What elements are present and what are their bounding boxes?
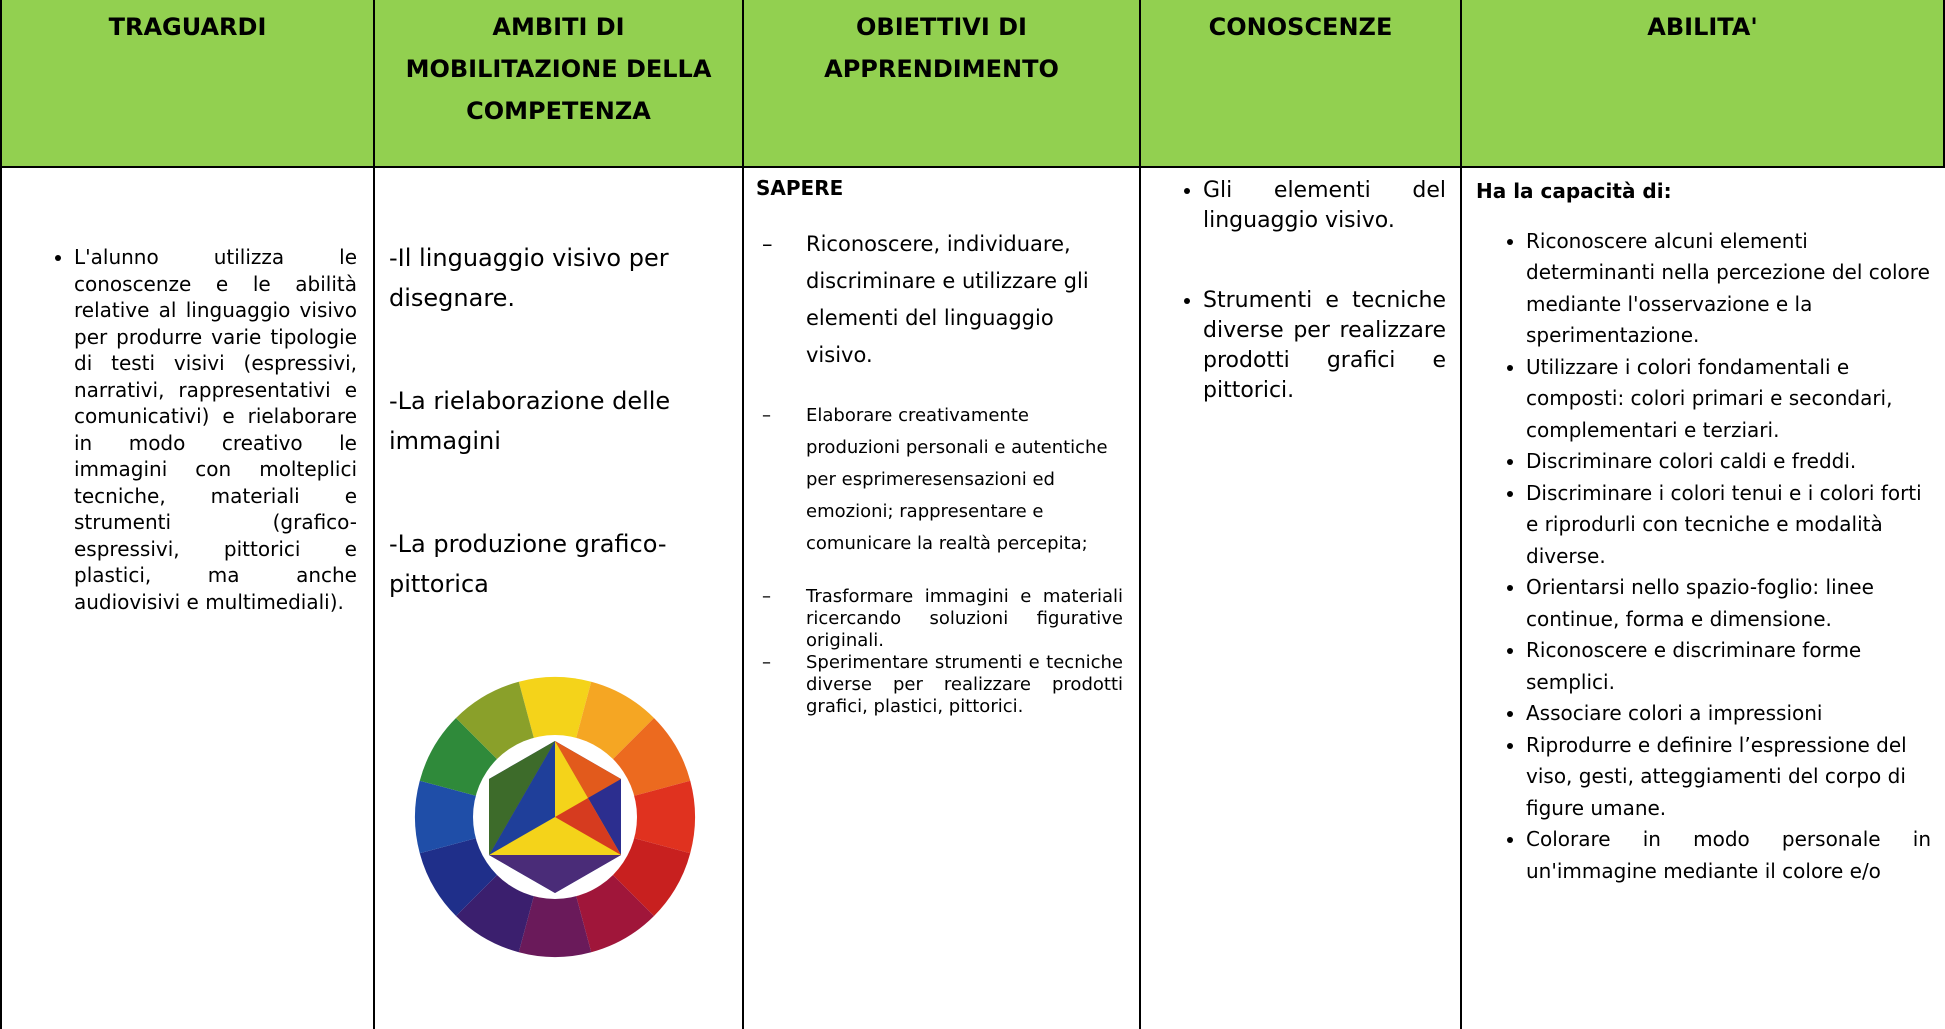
conoscenze-cell: Gli elementi del linguaggio visivo. Strum… (1141, 168, 1462, 1029)
item: Riconoscere, individuare, discriminare e… (762, 226, 1123, 374)
item: Riconoscere e discriminare forme semplic… (1526, 635, 1931, 698)
header-text: AMBITI DI MOBILITAZIONE DELLA COMPETENZA (405, 13, 712, 125)
item: Strumenti e tecniche diverse per realizz… (1203, 286, 1446, 406)
item: Discriminare i colori tenui e i colori f… (1526, 478, 1931, 573)
item: Trasformare immagini e materiali ricerca… (762, 586, 1123, 652)
item: Riconoscere alcuni elementi determinanti… (1526, 226, 1931, 352)
color-wheel (415, 677, 695, 957)
item: Colorare in modo personale in un'immagin… (1526, 824, 1931, 887)
item: Sperimentare strumenti e tecniche divers… (762, 652, 1123, 718)
item: -La produzione grafico-pittorica (389, 530, 667, 598)
item: Orientarsi nello spazio-foglio: linee co… (1526, 572, 1931, 635)
heading: SAPERE (756, 176, 844, 200)
list: Gli elementi del linguaggio visivo. Strum… (1203, 176, 1446, 406)
item: -La rielaborazione delle immagini (389, 387, 671, 455)
header-cell: OBIETTIVI DI APPRENDIMENTO (744, 0, 1141, 168)
header-text: CONOSCENZE (1208, 13, 1393, 41)
abilita-cell: Ha la capacità di: Riconoscere alcuni el… (1462, 168, 1945, 1029)
item: Utilizzare i colori fondamentali e compo… (1526, 352, 1931, 447)
list: Riconoscere alcuni elementi determinanti… (1526, 226, 1931, 888)
obiettivi-cell: SAPERE Riconoscere, individuare, discrim… (744, 168, 1141, 1029)
header-text: ABILITA' (1647, 13, 1758, 41)
item: Discriminare colori caldi e freddi. (1526, 446, 1931, 478)
header-cell: CONOSCENZE (1141, 0, 1462, 168)
list: -Il linguaggio visivo per disegnare. -La … (389, 238, 728, 604)
item: L'alunno utilizza le conoscenze e le abi… (74, 244, 357, 615)
header-cell: TRAGUARDI (0, 0, 375, 168)
header-cell: ABILITA' (1462, 0, 1945, 168)
item: Elaborare creativamente produzioni perso… (762, 400, 1123, 560)
item: Associare colori a impressioni (1526, 698, 1931, 730)
list: L'alunno utilizza le conoscenze e le abi… (74, 244, 357, 615)
item: -Il linguaggio visivo per disegnare. (389, 244, 669, 312)
ambiti-cell: -Il linguaggio visivo per disegnare. -La … (375, 168, 744, 1029)
traguardi-cell: L'alunno utilizza le conoscenze e le abi… (0, 168, 375, 1029)
item: Riprodurre e definire l’espressione del … (1526, 730, 1931, 825)
header-text: TRAGUARDI (108, 13, 267, 41)
item: Gli elementi del linguaggio visivo. (1203, 176, 1446, 236)
heading: Ha la capacità di: (1476, 179, 1672, 203)
header-cell: AMBITI DI MOBILITAZIONE DELLA COMPETENZA (375, 0, 744, 168)
list: Riconoscere, individuare, discriminare e… (762, 226, 1123, 718)
header-text: OBIETTIVI DI APPRENDIMENTO (824, 13, 1059, 83)
